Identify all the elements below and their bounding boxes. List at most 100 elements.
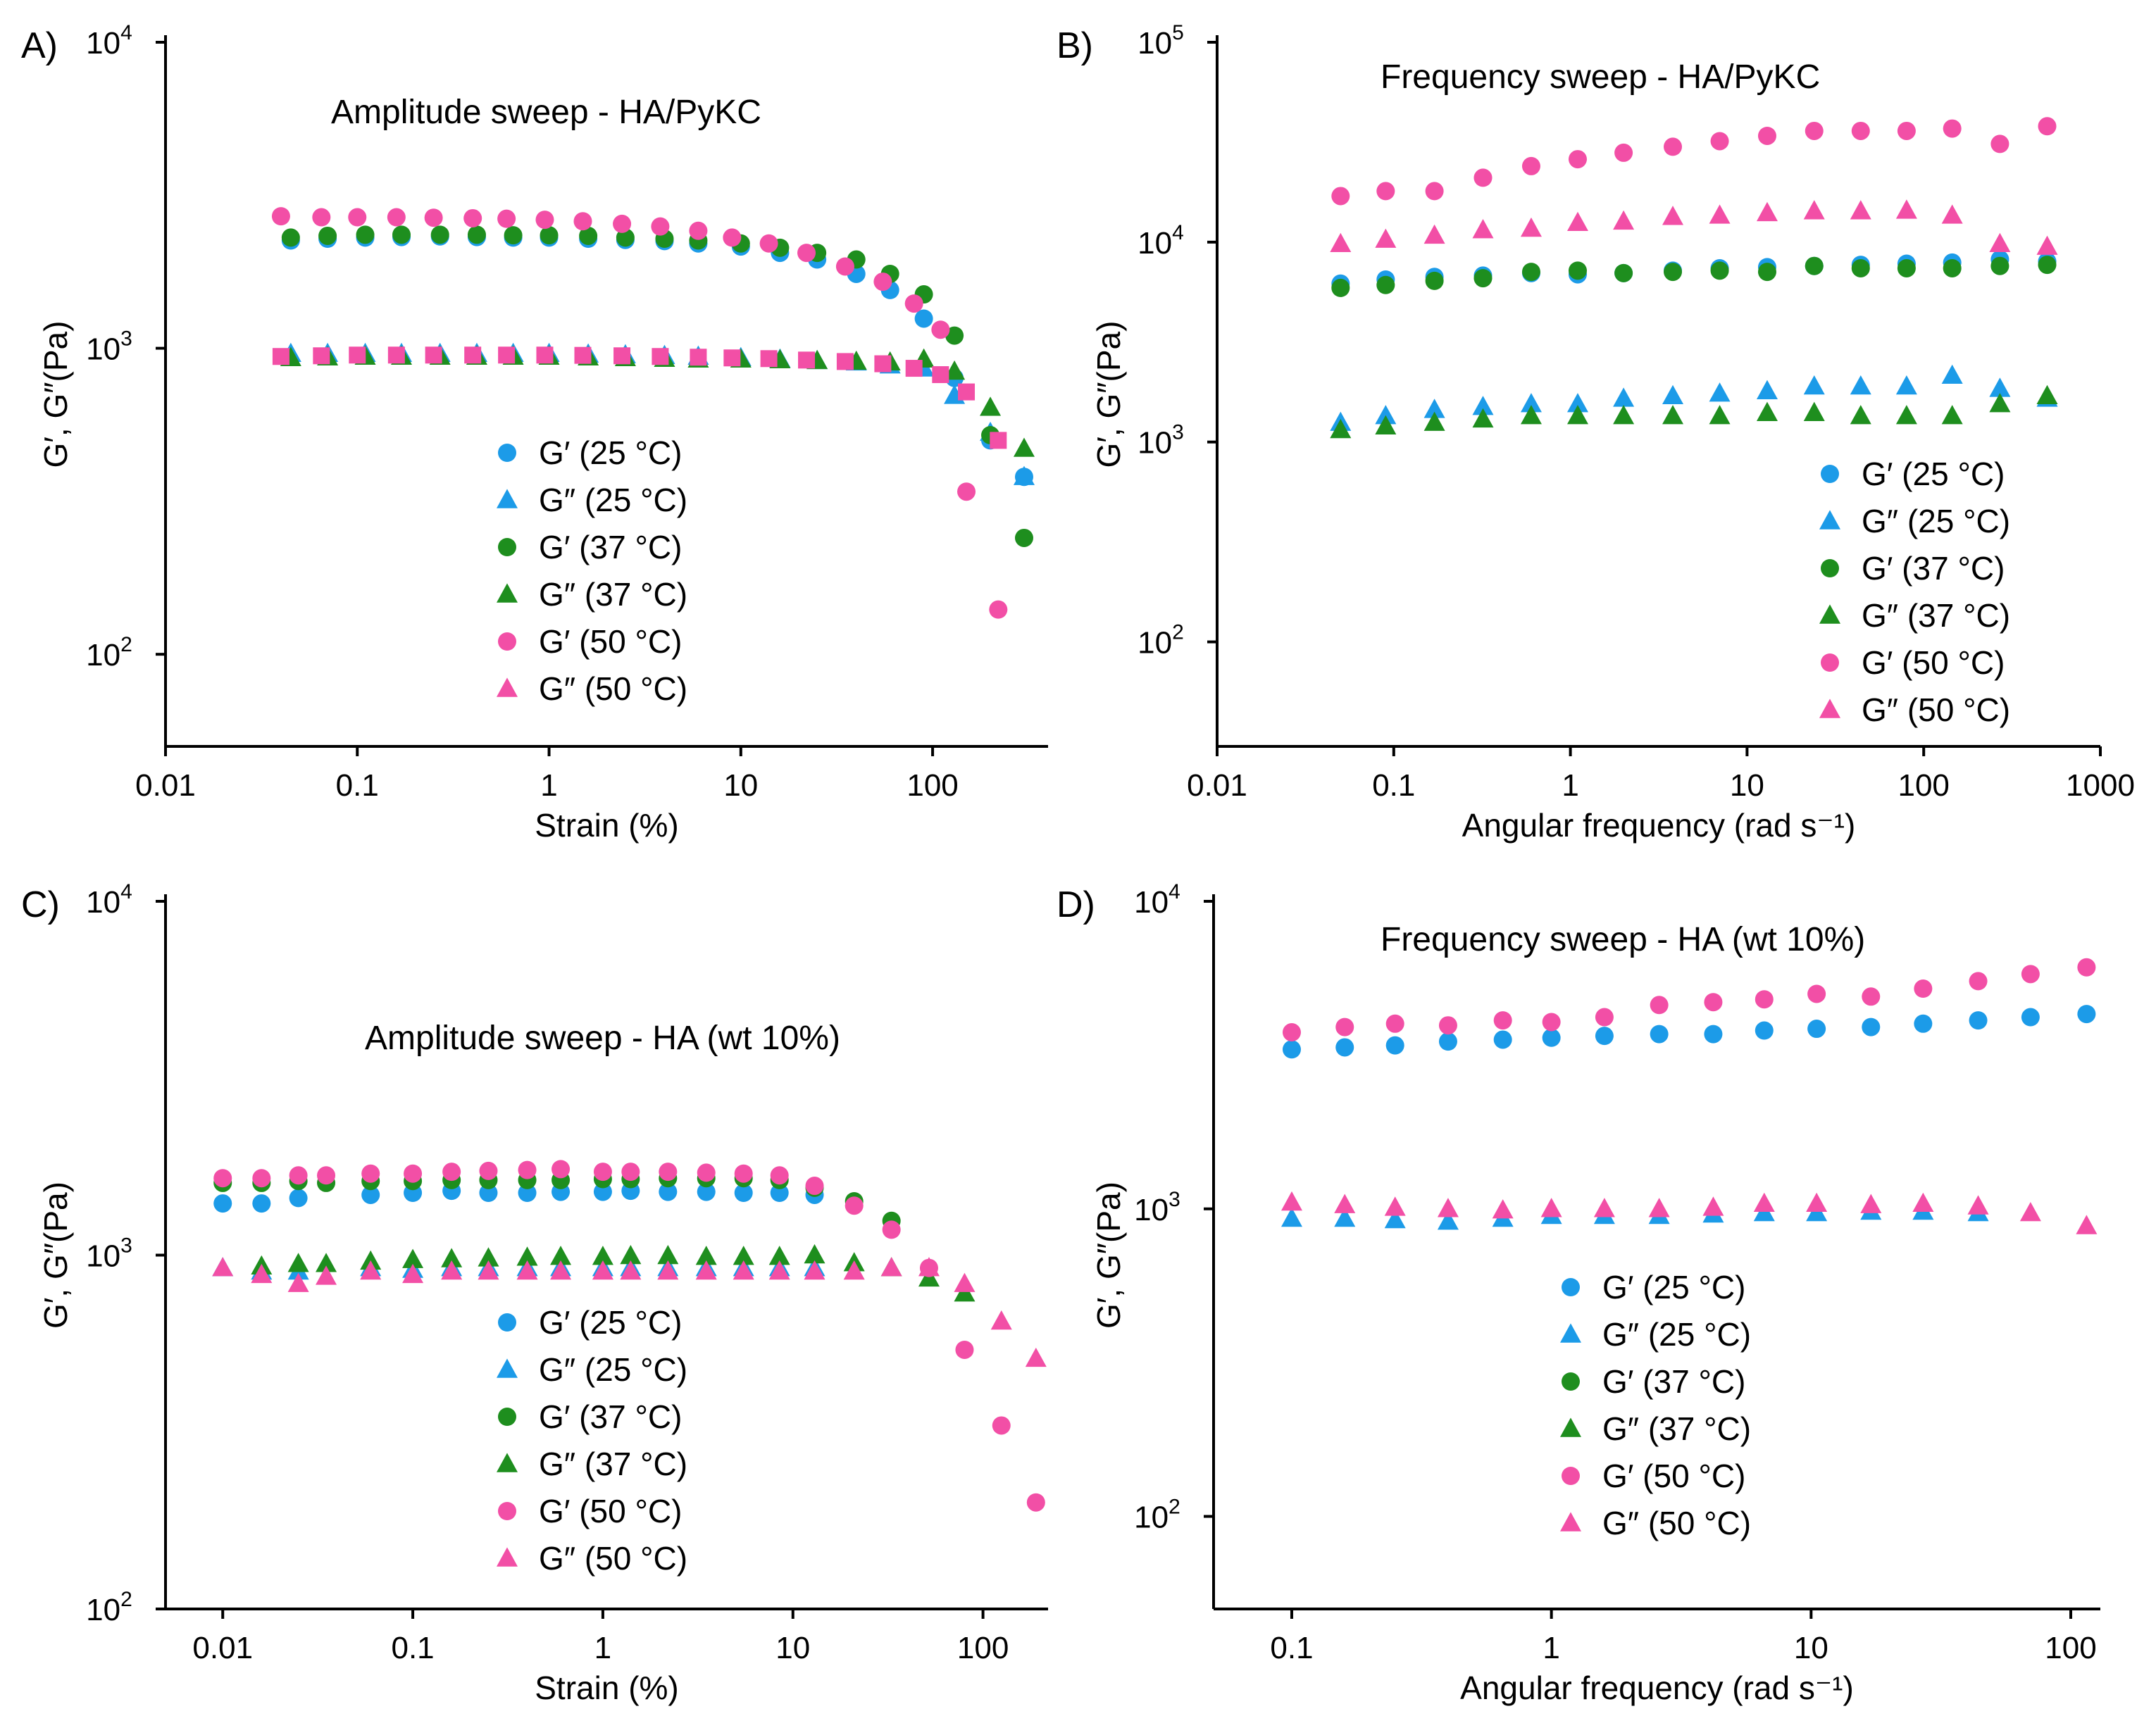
y-tick-base: 10 [86, 885, 120, 920]
data-point [251, 1263, 273, 1284]
legend-marker [498, 538, 516, 556]
data-point [213, 1169, 232, 1188]
data-point [1542, 1028, 1561, 1047]
legend-label: G″ (25 °C) [539, 482, 687, 518]
data-point [873, 273, 892, 292]
data-point [980, 396, 1002, 416]
data-point [1614, 143, 1633, 162]
chart-title: Amplitude sweep - HA (wt 10%) [365, 1020, 840, 1057]
legend-marker [497, 1453, 518, 1472]
legend-marker [498, 1313, 516, 1332]
data-point [316, 1253, 337, 1272]
data-point [1850, 405, 1871, 425]
data-point [1568, 150, 1587, 169]
x-axis-label: Strain (%) [535, 1670, 678, 1706]
data-point [958, 383, 976, 401]
data-point [518, 1184, 537, 1203]
data-point [1014, 528, 1033, 547]
data-point [1520, 217, 1542, 237]
legend-marker [1821, 653, 1839, 672]
data-point [1664, 137, 1683, 156]
y-tick-exponent: 5 [1172, 21, 1184, 44]
data-point [1860, 1194, 1882, 1213]
data-point [1756, 380, 1778, 399]
x-tick-label: 10 [723, 768, 758, 803]
data-point [1806, 1192, 1828, 1213]
legend-label: G″ (37 °C) [1862, 597, 2010, 634]
data-point [348, 208, 367, 227]
legend-label: G″ (37 °C) [1602, 1410, 1751, 1447]
x-tick-label: 1 [540, 768, 557, 803]
data-point [287, 1272, 309, 1292]
data-point [804, 1244, 825, 1264]
x-tick-label: 100 [1898, 768, 1949, 803]
data-point [905, 360, 923, 377]
y-tick-exponent: 2 [120, 633, 132, 656]
legend-label: G′ (50 °C) [1862, 644, 2005, 681]
data-point [989, 600, 1008, 619]
panel-label: C) [21, 884, 60, 925]
y-tick-exponent: 4 [1172, 221, 1184, 244]
data-point [1376, 275, 1395, 294]
data-point [272, 348, 289, 365]
y-tick-base: 10 [1134, 885, 1169, 920]
data-point [733, 1246, 754, 1265]
data-point [504, 226, 523, 245]
data-point [361, 1164, 380, 1183]
x-axis-label: Angular frequency (rad s⁻¹) [1460, 1670, 1854, 1706]
data-point [659, 1182, 678, 1201]
data-point [213, 1194, 232, 1213]
data-point [1280, 1191, 1302, 1211]
data-point [882, 1220, 901, 1239]
data-point [441, 1248, 463, 1267]
data-point [651, 217, 670, 236]
y-tick-base: 10 [86, 26, 120, 61]
data-point [613, 214, 632, 233]
legend-label: G′ (37 °C) [1862, 550, 2005, 587]
y-axis-label: G′, G″(Pa) [1090, 1182, 1127, 1329]
data-points [1280, 958, 2098, 1234]
data-point [2021, 1008, 2040, 1027]
data-point [734, 1164, 753, 1183]
data-point [464, 346, 482, 364]
y-tick-exponent: 2 [120, 1588, 132, 1611]
data-point [1425, 182, 1444, 201]
data-point [442, 1163, 461, 1182]
data-point [1613, 210, 1635, 230]
data-point [1941, 364, 1963, 384]
x-tick-label: 0.1 [1372, 768, 1415, 803]
y-tick-label: 105 [1138, 21, 1184, 61]
y-tick-exponent: 2 [1172, 621, 1184, 644]
data-point [1331, 278, 1350, 297]
data-point [723, 349, 741, 367]
data-point [695, 1246, 717, 1265]
data-point [463, 208, 482, 227]
x-tick-label: 0.01 [1187, 768, 1247, 803]
data-point [1704, 1025, 1723, 1044]
legend-marker [1562, 1278, 1580, 1296]
data-point [954, 1272, 976, 1292]
data-point [1989, 232, 2011, 253]
data-point [387, 346, 405, 364]
data-point [759, 234, 778, 253]
data-point [1566, 211, 1588, 232]
data-point [620, 1260, 642, 1280]
data-point [1943, 258, 1962, 277]
data-point [1757, 126, 1776, 145]
y-tick-label: 104 [86, 880, 132, 920]
data-point [768, 1260, 790, 1280]
data-point [798, 351, 816, 369]
data-point [1438, 1032, 1457, 1051]
legend-label: G″ (50 °C) [1602, 1505, 1751, 1541]
data-point [797, 244, 816, 263]
data-point [1704, 993, 1723, 1012]
data-point [516, 1246, 538, 1266]
y-tick-base: 10 [1138, 26, 1172, 61]
y-tick-label: 104 [1134, 880, 1180, 920]
data-point [659, 1163, 678, 1182]
data-point [579, 226, 598, 245]
data-point [689, 221, 708, 240]
data-point [1989, 393, 2011, 413]
